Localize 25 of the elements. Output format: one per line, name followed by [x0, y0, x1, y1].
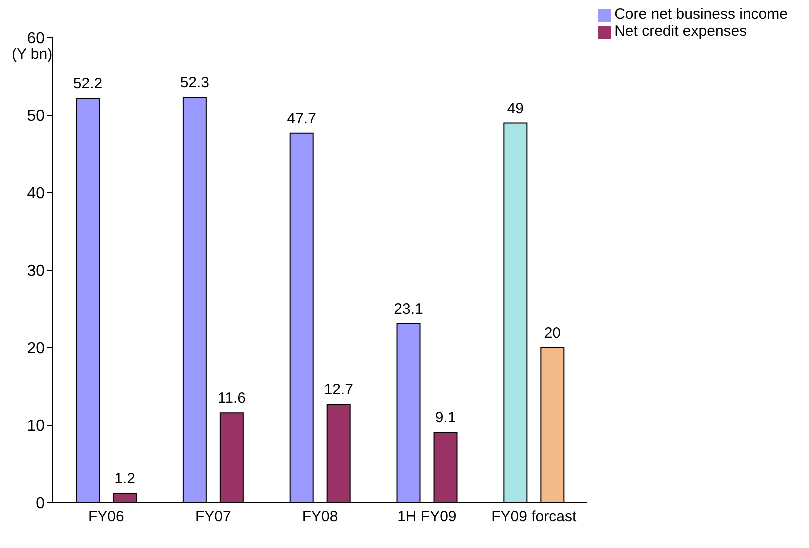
y-tick-label: 30 — [27, 263, 46, 280]
y-tick-label: 10 — [27, 418, 46, 436]
y-tick-label: 50 — [27, 108, 46, 126]
legend-label: Net credit expenses — [614, 23, 748, 40]
data-label: 47.7 — [287, 110, 316, 128]
x-tick-label: FY09 forcast — [492, 508, 578, 526]
y-tick-label: 40 — [27, 186, 46, 203]
x-tick-label: FY07 — [195, 508, 232, 526]
y-axis-title: (Y bn) — [12, 46, 53, 63]
data-label: 23.1 — [394, 300, 424, 318]
y-tick-label: 20 — [27, 340, 46, 358]
data-label: 52.2 — [73, 75, 103, 92]
legend-label: Core net business income — [614, 6, 788, 23]
y-tick-label: 0 — [36, 496, 46, 513]
data-label: 49 — [507, 100, 524, 118]
data-label: 1.2 — [114, 470, 136, 488]
x-tick-label: FY06 — [88, 508, 124, 526]
y-tick-label: 60 — [27, 30, 46, 48]
x-tick-label: FY08 — [302, 508, 338, 526]
data-label: 11.6 — [218, 390, 246, 408]
x-tick-label: 1H FY09 — [398, 508, 457, 526]
data-label: 52.3 — [180, 74, 210, 92]
data-label: 20 — [544, 325, 562, 342]
data-label: 12.7 — [324, 382, 354, 399]
data-label: 9.1 — [435, 409, 456, 426]
